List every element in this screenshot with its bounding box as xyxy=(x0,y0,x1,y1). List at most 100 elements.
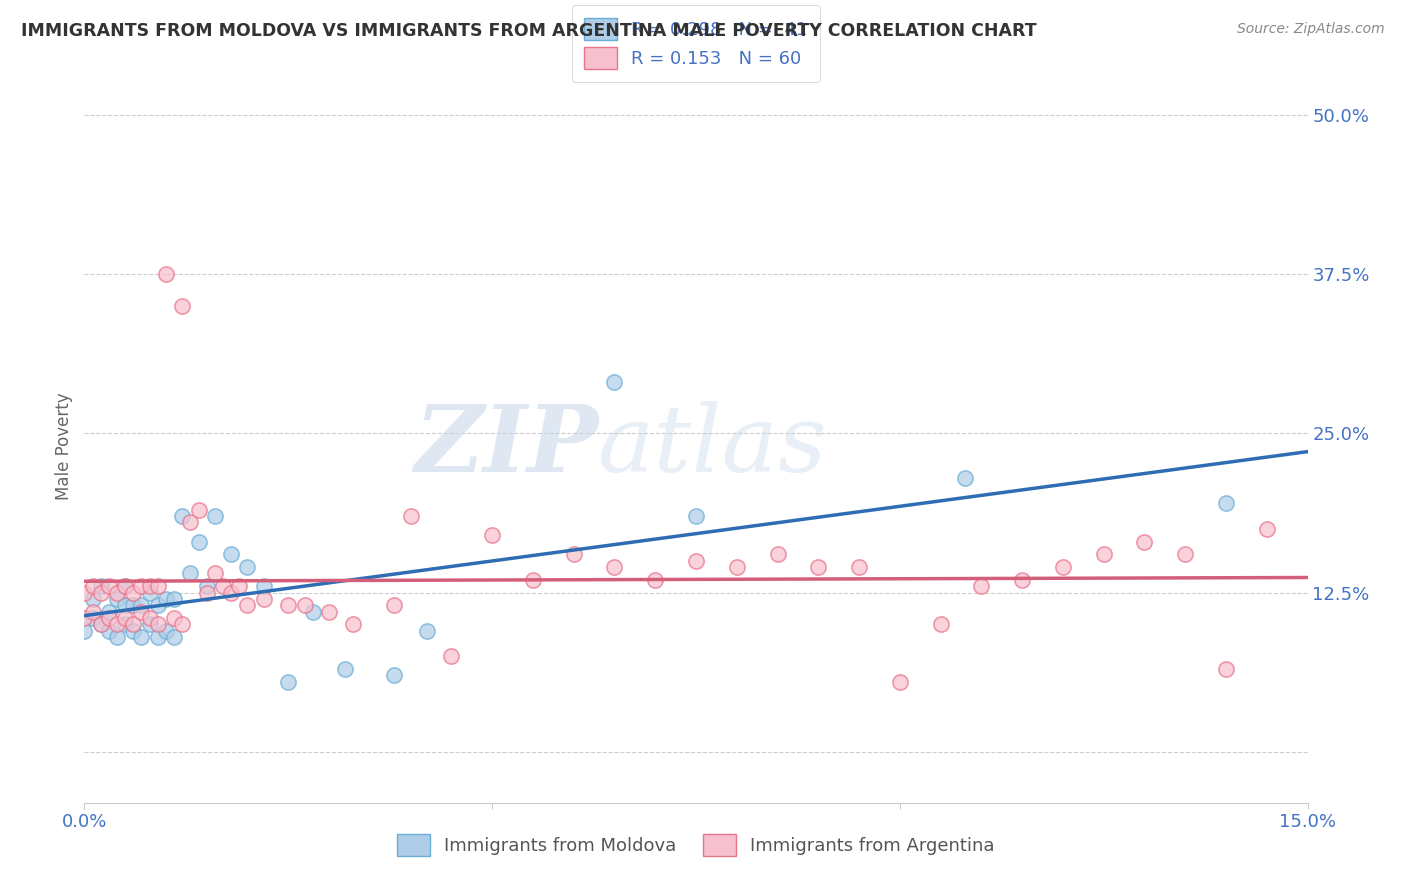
Point xyxy=(204,509,226,524)
Point xyxy=(187,534,209,549)
Point xyxy=(131,630,153,644)
Point xyxy=(73,585,96,599)
Point xyxy=(522,573,544,587)
Point xyxy=(172,509,194,524)
Point xyxy=(90,585,112,599)
Point xyxy=(236,599,259,613)
Point xyxy=(179,566,201,581)
Point xyxy=(195,585,218,599)
Point xyxy=(277,599,299,613)
Point xyxy=(163,591,186,606)
Point xyxy=(146,579,169,593)
Point xyxy=(1052,560,1074,574)
Point xyxy=(138,611,160,625)
Legend: Immigrants from Moldova, Immigrants from Argentina: Immigrants from Moldova, Immigrants from… xyxy=(388,825,1004,865)
Point xyxy=(131,605,153,619)
Point xyxy=(146,599,169,613)
Point xyxy=(848,560,870,574)
Point xyxy=(970,579,993,593)
Point xyxy=(138,579,160,593)
Point xyxy=(481,528,503,542)
Point xyxy=(131,599,153,613)
Text: Source: ZipAtlas.com: Source: ZipAtlas.com xyxy=(1237,22,1385,37)
Y-axis label: Male Poverty: Male Poverty xyxy=(55,392,73,500)
Point xyxy=(953,471,976,485)
Point xyxy=(114,579,136,593)
Point xyxy=(105,585,128,599)
Point xyxy=(228,579,250,593)
Point xyxy=(301,605,323,619)
Point xyxy=(335,662,357,676)
Point xyxy=(97,611,120,625)
Point xyxy=(685,554,707,568)
Point xyxy=(236,560,259,574)
Point xyxy=(163,611,186,625)
Point xyxy=(1133,534,1156,549)
Point xyxy=(294,599,316,613)
Text: atlas: atlas xyxy=(598,401,828,491)
Point xyxy=(82,605,104,619)
Point xyxy=(155,591,177,606)
Point xyxy=(82,591,104,606)
Point xyxy=(172,617,194,632)
Point xyxy=(187,502,209,516)
Point xyxy=(163,630,186,644)
Point xyxy=(179,516,201,530)
Point xyxy=(114,617,136,632)
Point xyxy=(122,624,145,638)
Point xyxy=(122,617,145,632)
Point xyxy=(138,617,160,632)
Point xyxy=(114,579,136,593)
Point xyxy=(382,599,405,613)
Point xyxy=(1011,573,1033,587)
Point xyxy=(73,611,96,625)
Point xyxy=(253,591,276,606)
Point xyxy=(342,617,364,632)
Point xyxy=(889,674,911,689)
Point xyxy=(82,611,104,625)
Point xyxy=(97,579,120,593)
Point xyxy=(1215,662,1237,676)
Point xyxy=(219,585,242,599)
Point xyxy=(114,611,136,625)
Point xyxy=(105,617,128,632)
Point xyxy=(105,630,128,644)
Point xyxy=(603,376,626,390)
Point xyxy=(172,299,194,313)
Point xyxy=(1174,547,1197,561)
Point xyxy=(603,560,626,574)
Point xyxy=(219,547,242,561)
Point xyxy=(195,579,218,593)
Point xyxy=(807,560,830,574)
Point xyxy=(73,624,96,638)
Point xyxy=(253,579,276,593)
Point xyxy=(155,624,177,638)
Point xyxy=(105,591,128,606)
Point xyxy=(122,585,145,599)
Text: IMMIGRANTS FROM MOLDOVA VS IMMIGRANTS FROM ARGENTINA MALE POVERTY CORRELATION CH: IMMIGRANTS FROM MOLDOVA VS IMMIGRANTS FR… xyxy=(21,22,1036,40)
Point xyxy=(725,560,748,574)
Point xyxy=(97,605,120,619)
Point xyxy=(929,617,952,632)
Point xyxy=(90,617,112,632)
Point xyxy=(131,579,153,593)
Point xyxy=(382,668,405,682)
Point xyxy=(90,579,112,593)
Point xyxy=(277,674,299,689)
Point xyxy=(146,630,169,644)
Point xyxy=(138,585,160,599)
Point xyxy=(440,649,463,664)
Point xyxy=(685,509,707,524)
Point xyxy=(212,579,235,593)
Point xyxy=(1215,496,1237,510)
Point xyxy=(90,617,112,632)
Point xyxy=(82,579,104,593)
Point xyxy=(97,624,120,638)
Point xyxy=(114,599,136,613)
Point xyxy=(1092,547,1115,561)
Point xyxy=(318,605,340,619)
Point xyxy=(1256,522,1278,536)
Point xyxy=(416,624,439,638)
Point xyxy=(155,267,177,281)
Point xyxy=(399,509,422,524)
